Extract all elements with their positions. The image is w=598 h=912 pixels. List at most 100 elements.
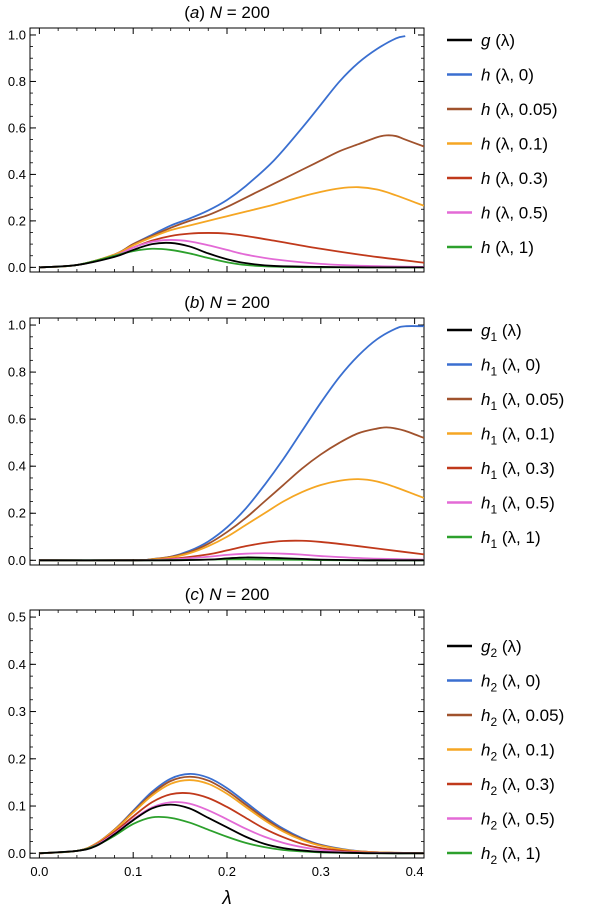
y-tick-label: 0.4 (8, 459, 26, 474)
legend-label: h2 (λ, 1) (481, 844, 541, 867)
legend-func-name: h (481, 204, 490, 223)
y-tick-label: 0.6 (8, 412, 26, 427)
title-paren-close: ) (199, 3, 209, 22)
legend-func-name: h (481, 528, 490, 547)
legend-args: (λ, 0.5) (497, 810, 555, 829)
legend-subscript: 1 (490, 399, 497, 413)
legend-func-name: h (481, 169, 490, 188)
legend-item: h2 (λ, 0.5) (447, 810, 555, 833)
legend-label: h1 (λ, 1) (481, 528, 541, 551)
legend-func-name: g (481, 31, 491, 50)
y-tick-label: 0.6 (8, 120, 26, 135)
legend-func-name: h (481, 810, 490, 829)
legend-item: h1 (λ, 0.05) (447, 390, 564, 413)
legend-item: g2 (λ) (447, 637, 522, 660)
legend: g (λ)h (λ, 0)h (λ, 0.05)h (λ, 0.1)h (λ, … (447, 31, 558, 257)
x-tick-label: 0.4 (406, 864, 424, 879)
legend-func-name: h (481, 66, 490, 85)
legend-args: (λ, 0.1) (497, 425, 555, 444)
legend-func-name: h (481, 100, 490, 119)
title-variable: N (210, 293, 223, 312)
x-tick-label: 0.3 (312, 864, 330, 879)
y-tick-label: 0.2 (8, 506, 26, 521)
series-line-3 (39, 478, 424, 562)
legend-func-name: h (481, 672, 490, 691)
legend: g2 (λ)h2 (λ, 0)h2 (λ, 0.05)h2 (λ, 0.1)h2… (447, 637, 564, 867)
series-line-0 (39, 241, 424, 269)
legend-func-name: h (481, 706, 490, 725)
series-line-2 (39, 426, 424, 562)
legend-item: h2 (λ, 1) (447, 844, 541, 867)
legend-func-name: h (481, 238, 490, 257)
legend-func-name: h (481, 459, 490, 478)
legend-item: g (λ) (447, 31, 515, 50)
title-paren-close: ) (199, 585, 209, 604)
legend-label: h2 (λ, 0.05) (481, 706, 564, 729)
title-paren-open: ( (185, 585, 191, 604)
legend-func-name: h (481, 494, 490, 513)
y-tick-label: 0.2 (8, 213, 26, 228)
y-tick-label: 1.0 (8, 27, 26, 42)
legend-func-name: h (481, 425, 490, 444)
y-tick-label: 0.3 (8, 704, 26, 719)
legend-func-name: h (481, 356, 490, 375)
legend-args: (λ, 1) (497, 528, 540, 547)
legend-subscript: 1 (490, 503, 497, 517)
legend-args: (λ, 0) (497, 356, 540, 375)
x-tick-label: 0.2 (218, 864, 236, 879)
title-rest: = 200 (222, 585, 270, 604)
title-variable: N (210, 3, 223, 22)
legend-func-name: h (481, 135, 490, 154)
legend-item: h2 (λ, 0.3) (447, 775, 555, 798)
legend-label: h2 (λ, 0.3) (481, 775, 555, 798)
legend-args: (λ, 0.05) (490, 100, 557, 119)
legend-item: h (λ, 1) (447, 238, 534, 257)
series-line-1 (39, 773, 424, 855)
legend-label: h2 (λ, 0.1) (481, 741, 555, 764)
y-tick-label: 0.2 (8, 751, 26, 766)
legend-item: h (λ, 0.5) (447, 204, 548, 223)
legend-args: (λ, 0.05) (497, 390, 564, 409)
legend-args: (λ, 0.1) (497, 741, 555, 760)
title-paren-close: ) (199, 293, 209, 312)
legend-args: (λ, 0.3) (497, 775, 555, 794)
legend-args: (λ, 0.3) (490, 169, 548, 188)
legend-item: h (λ, 0.05) (447, 100, 558, 119)
legend-label: h (λ, 0.1) (481, 135, 548, 154)
legend-args: (λ, 0.05) (497, 706, 564, 725)
legend-item: h1 (λ, 0.1) (447, 425, 555, 448)
series-line-3 (39, 186, 424, 269)
legend-args: (λ, 0.1) (490, 135, 548, 154)
legend-label: h2 (λ, 0.5) (481, 810, 555, 833)
legend-label: h2 (λ, 0) (481, 672, 541, 695)
legend-func-name: h (481, 390, 490, 409)
legend-args: (λ, 0.5) (497, 494, 555, 513)
legend-item: h (λ, 0) (447, 66, 534, 85)
legend-item: h1 (λ, 0.5) (447, 494, 555, 517)
legend-label: h (λ, 0.5) (481, 204, 548, 223)
legend-label: h (λ, 0) (481, 66, 534, 85)
title-rest: = 200 (222, 293, 270, 312)
y-tick-label: 0.8 (8, 74, 26, 89)
y-tick-label: 0.4 (8, 657, 26, 672)
y-tick-label: 0.8 (8, 365, 26, 380)
legend-item: h1 (λ, 0.3) (447, 459, 555, 482)
legend-func-name: h (481, 775, 490, 794)
legend-func-name: g (481, 321, 491, 340)
x-axis-label: λ (221, 888, 231, 909)
legend-subscript: 2 (490, 750, 497, 764)
legend-item: h1 (λ, 1) (447, 528, 541, 551)
legend: g1 (λ)h1 (λ, 0)h1 (λ, 0.05)h1 (λ, 0.1)h1… (447, 321, 564, 551)
plot-frame (29, 609, 425, 859)
series-line-2 (39, 775, 424, 855)
y-tick-label: 0.1 (8, 799, 26, 814)
title-letter: a (190, 3, 199, 22)
legend-subscript: 2 (490, 715, 497, 729)
legend-args: (λ, 0) (497, 672, 540, 691)
y-tick-label: 0.5 (8, 610, 26, 625)
legend-item: g1 (λ) (447, 321, 522, 344)
title-paren-open: ( (184, 3, 190, 22)
legend-item: h2 (λ, 0.05) (447, 706, 564, 729)
